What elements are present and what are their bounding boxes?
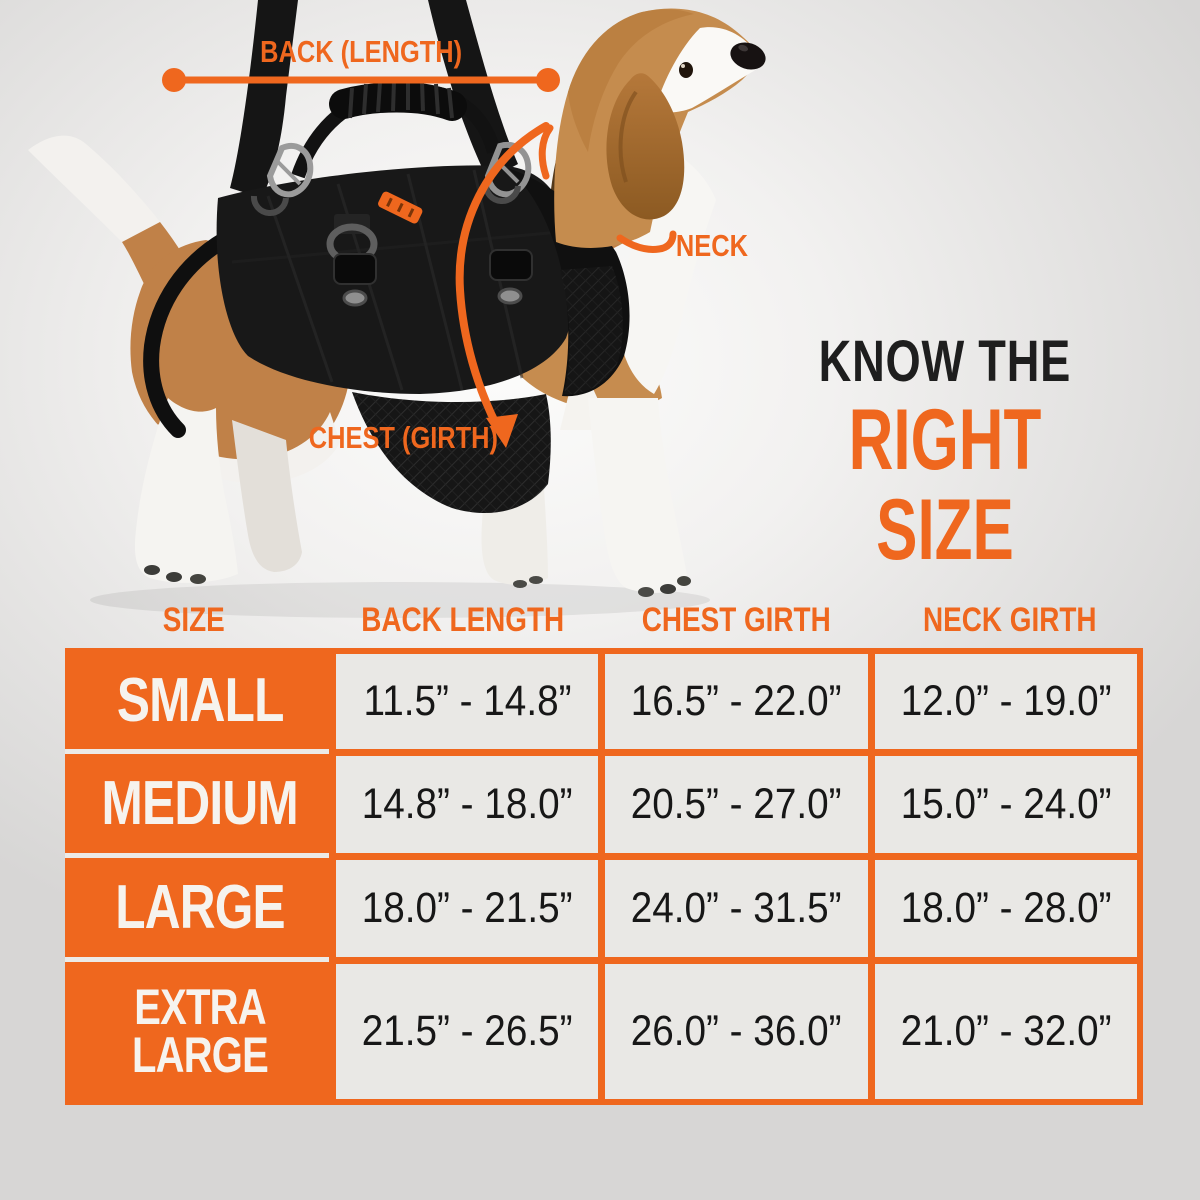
harness-handle-grip: [329, 82, 467, 121]
dog-nose: [730, 42, 766, 70]
column-header-back-length: BACK LENGTH: [361, 601, 565, 639]
small-neck-girth: 12.0” - 19.0”: [874, 654, 1137, 749]
size-label-medium: MEDIUM: [65, 749, 329, 853]
chest-measure-arrow: [455, 122, 550, 448]
dog-shadow: [90, 582, 710, 618]
extra-large-chest-girth: 26.0” - 36.0”: [605, 964, 868, 1099]
harness-rear-strap: [143, 232, 232, 438]
column-header-chest-girth: CHEST GIRTH: [642, 601, 831, 639]
d-ring-rear: [482, 183, 521, 204]
buckle-left: [333, 253, 377, 285]
dog-rear-leg: [134, 398, 238, 584]
size-table: SMALL 11.5” - 14.8” 16.5” - 22.0” 12.0” …: [65, 648, 1143, 1105]
size-label-small: SMALL: [116, 666, 285, 736]
brand-logo-patch: [378, 191, 423, 224]
column-header-size: SIZE: [163, 601, 225, 639]
dog-chest: [620, 150, 716, 394]
small-back-length: 11.5” - 14.8”: [336, 654, 599, 749]
dog-far-rear-leg: [232, 420, 302, 572]
title-line-know-the: KNOW THE: [818, 329, 1072, 394]
page-title: KNOW THE RIGHT SIZE: [758, 329, 1132, 579]
large-neck-girth: 18.0” - 28.0”: [874, 860, 1137, 957]
small-chest-girth: 16.5” - 22.0”: [605, 654, 868, 749]
medium-back-length: 14.8” - 18.0”: [336, 756, 599, 853]
dog-head: [554, 8, 766, 248]
medium-chest-girth: 20.5” - 27.0”: [605, 756, 868, 853]
d-ring-front: [250, 195, 289, 216]
harness-left-strap: [230, 0, 298, 198]
buckle-right: [489, 249, 533, 281]
dog-far-paw-claws: [513, 576, 543, 588]
dog-harness-illustration: [28, 0, 766, 618]
large-chest-girth: 24.0” - 31.5”: [605, 860, 868, 957]
back-length-measure-line: [162, 68, 560, 92]
size-label-large: LARGE: [65, 853, 329, 957]
extra-large-back-length: 21.5” - 26.5”: [336, 964, 599, 1099]
medium-neck-girth: 15.0” - 24.0”: [874, 756, 1137, 853]
grommet-left: [342, 289, 368, 307]
large-back-length: 18.0” - 21.5”: [336, 860, 599, 957]
dog-eye: [679, 62, 693, 78]
carabiner-clip-front: [266, 143, 314, 198]
title-line-right-size: RIGHT SIZE: [848, 391, 1042, 579]
size-label-extra-large: EXTRA LARGE: [65, 957, 329, 1099]
grommet-right: [497, 287, 523, 305]
dog-front-leg: [588, 398, 691, 597]
extra-large-neck-girth: 21.0” - 32.0”: [874, 964, 1137, 1099]
chest-girth-label: CHEST (GIRTH): [308, 420, 498, 455]
harness-grip-ribs: [348, 80, 454, 119]
neck-label: NECK: [675, 228, 749, 263]
neck-measure-loop: [538, 124, 677, 253]
size-table-header-row: SIZE BACK LENGTH CHEST GIRTH NECK GIRTH: [65, 594, 1143, 640]
column-header-neck-girth: NECK GIRTH: [923, 601, 1097, 639]
back-length-label: BACK (LENGTH): [260, 34, 462, 69]
